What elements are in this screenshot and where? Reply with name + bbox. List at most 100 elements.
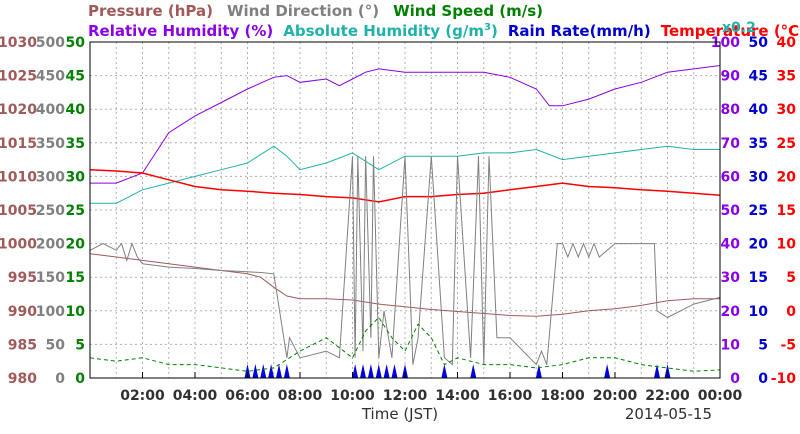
tick-label: 50 xyxy=(721,203,741,219)
rain-event xyxy=(244,364,251,378)
tick-label: 35 xyxy=(66,136,85,152)
tick-label: -5 xyxy=(780,337,796,353)
tick-label: 15 xyxy=(749,270,768,286)
tick-label: 40 xyxy=(66,102,86,118)
rain-event xyxy=(402,364,408,378)
tick-label: 10 xyxy=(777,237,797,253)
x-tick-label: 14:00 xyxy=(435,388,480,404)
rain-event xyxy=(391,364,398,378)
rain-event xyxy=(268,364,275,378)
tick-label: 250 xyxy=(36,203,65,219)
rain-event xyxy=(383,364,390,378)
tick-label: 1020 xyxy=(0,102,37,118)
tick-label: 30 xyxy=(749,169,769,185)
tick-label: 25 xyxy=(66,203,85,219)
tick-label: 40 xyxy=(749,102,769,118)
tick-label: 300 xyxy=(36,169,65,185)
tick-label: 50 xyxy=(46,337,66,353)
tick-label: 5 xyxy=(758,337,768,353)
tick-label: 500 xyxy=(36,35,65,51)
rain-event xyxy=(367,364,374,378)
x-tick-label: 08:00 xyxy=(278,388,323,404)
series-relative-humidity xyxy=(90,65,721,184)
tick-label: 1005 xyxy=(0,203,37,219)
tick-label: 35 xyxy=(749,136,768,152)
tick-label: 45 xyxy=(749,69,768,85)
rain-event xyxy=(260,364,267,378)
series-wind-direction xyxy=(89,156,721,366)
tick-label: 60 xyxy=(721,169,741,185)
x-tick-label: 10:00 xyxy=(330,388,375,404)
rain-event xyxy=(283,364,290,378)
tick-label: 350 xyxy=(36,136,65,152)
tick-label: 20 xyxy=(749,237,769,253)
tick-label: 1010 xyxy=(0,169,37,185)
tick-label: 10 xyxy=(721,337,741,353)
rain-event xyxy=(470,364,477,378)
rain-event xyxy=(375,364,382,378)
x-tick-label: 12:00 xyxy=(383,388,428,404)
legend-item: Wind Direction (°) xyxy=(227,2,379,20)
rain-event xyxy=(276,364,282,378)
legend-item: Wind Speed (m/s) xyxy=(393,2,543,20)
tick-label: 0 xyxy=(786,304,796,320)
rain-event xyxy=(654,364,660,378)
series-temperature-c xyxy=(89,168,721,203)
rain-event xyxy=(664,364,671,378)
tick-label: 0 xyxy=(75,371,85,387)
rain-event xyxy=(352,364,359,378)
legend-item: Relative Humidity (%) xyxy=(88,22,273,40)
rain-event xyxy=(441,364,448,378)
tick-label: 990 xyxy=(8,304,37,320)
tick-label: 40 xyxy=(721,237,741,253)
series-absolute-humidity-g-m xyxy=(90,145,720,204)
tick-label: 30 xyxy=(66,169,86,185)
tick-label: 980 xyxy=(8,371,37,387)
legend-item: Absolute Humidity (g/m3) xyxy=(283,22,498,40)
tick-label: 15 xyxy=(66,270,85,286)
tick-label: 5 xyxy=(786,270,796,286)
tick-label: 80 xyxy=(721,102,741,118)
tick-label: 0 xyxy=(730,371,740,387)
tick-label: 1025 xyxy=(0,69,37,85)
tick-label: 5 xyxy=(75,337,85,353)
tick-label: 50 xyxy=(66,35,86,51)
tick-label: 70 xyxy=(721,136,741,152)
tick-label: 20 xyxy=(66,237,86,253)
tick-label: 985 xyxy=(8,337,37,353)
tick-label: 0 xyxy=(55,371,65,387)
x-tick-label: 22:00 xyxy=(645,388,690,404)
tick-label: 25 xyxy=(749,203,768,219)
date-label: 2014-05-15 xyxy=(625,405,712,423)
tick-label: 10 xyxy=(749,304,769,320)
tick-label: 100 xyxy=(711,35,740,51)
tick-label: 995 xyxy=(8,270,37,286)
rain-event xyxy=(252,364,259,378)
tick-label: 90 xyxy=(721,69,741,85)
legend-item: Temperature (°C) xyxy=(661,22,800,40)
tick-label: 10 xyxy=(66,304,86,320)
rain-event xyxy=(360,364,366,378)
rain-event xyxy=(535,364,542,378)
tick-label: 15 xyxy=(777,203,796,219)
tick-label: 20 xyxy=(777,169,797,185)
x-tick-label: 02:00 xyxy=(120,388,165,404)
tick-label: 50 xyxy=(749,35,769,51)
tick-label: 30 xyxy=(777,102,797,118)
x-tick-label: 18:00 xyxy=(540,388,585,404)
tick-label: 0 xyxy=(758,371,768,387)
tick-label: 25 xyxy=(777,136,796,152)
tick-label: 400 xyxy=(36,102,65,118)
tick-label: 100 xyxy=(36,304,65,320)
series-pressure-hpa xyxy=(89,253,720,317)
tick-label: 40 xyxy=(777,35,797,51)
x-tick-label: 16:00 xyxy=(488,388,533,404)
legend-item: Rain Rate(mm/h) xyxy=(508,22,651,40)
tick-label: 200 xyxy=(36,237,65,253)
rain-event xyxy=(604,364,611,378)
x-axis-label: Time (JST) xyxy=(361,405,438,423)
tick-label: 1015 xyxy=(0,136,37,152)
tick-label: 1030 xyxy=(0,35,37,51)
x-tick-label: 20:00 xyxy=(593,388,638,404)
